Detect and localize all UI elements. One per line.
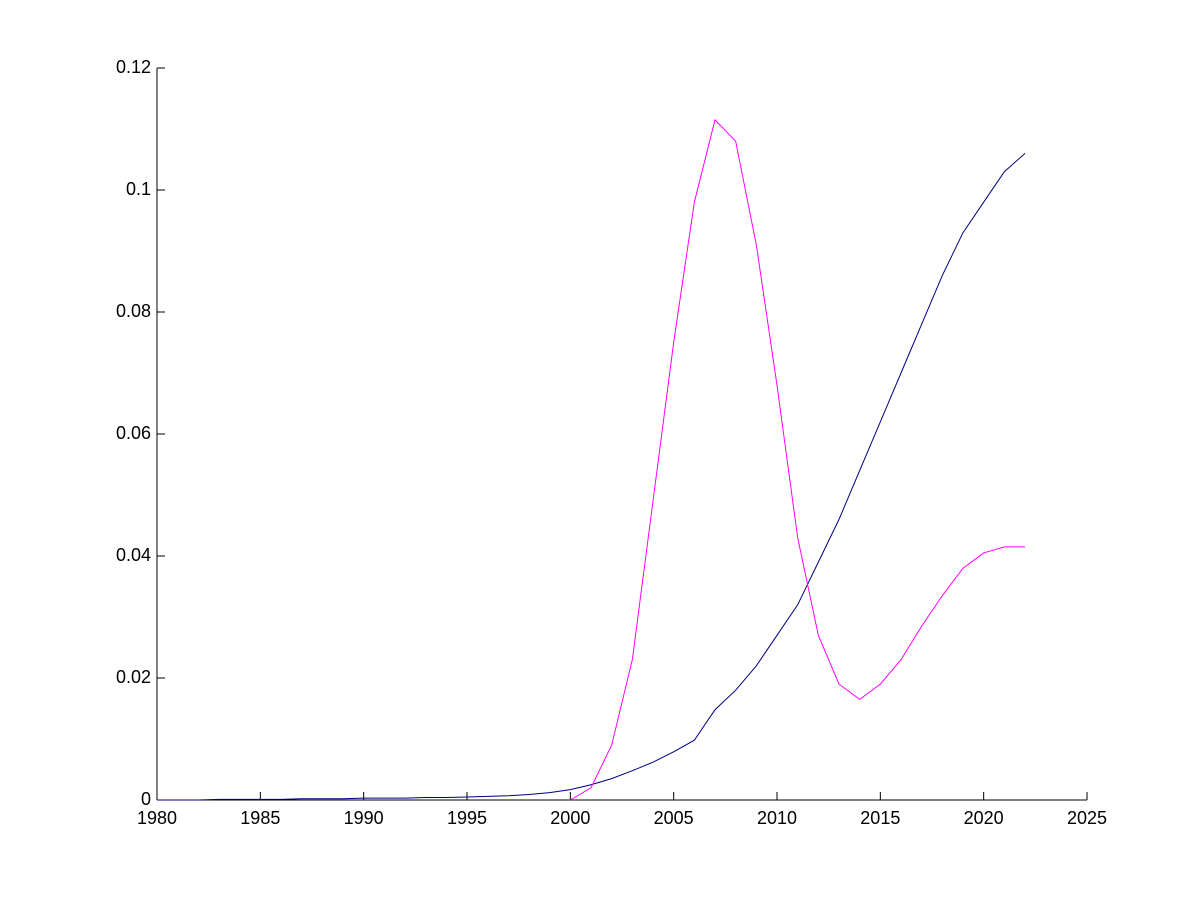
y-tick-label: 0.12 [116, 57, 151, 77]
x-tick-label: 2020 [964, 808, 1004, 828]
y-tick-label: 0 [141, 789, 151, 809]
x-tick-label: 2010 [757, 808, 797, 828]
x-tick-label: 1980 [137, 808, 177, 828]
y-tick-label: 0.04 [116, 545, 151, 565]
line-series [570, 118, 1025, 801]
x-tick-label: 2005 [654, 808, 694, 828]
y-tick-label: 0.06 [116, 423, 151, 443]
x-tick-label: 2025 [1067, 808, 1107, 828]
x-tick-label: 2000 [550, 808, 590, 828]
x-tick-label: 1995 [447, 808, 487, 828]
y-tick-label: 0.02 [116, 667, 151, 687]
x-tick-label: 2015 [860, 808, 900, 828]
x-tick-label: 1990 [344, 808, 384, 828]
line-series [157, 153, 1026, 801]
y-tick-label: 0.08 [116, 301, 151, 321]
x-tick-label: 1985 [240, 808, 280, 828]
y-tick-label: 0.1 [126, 179, 151, 199]
